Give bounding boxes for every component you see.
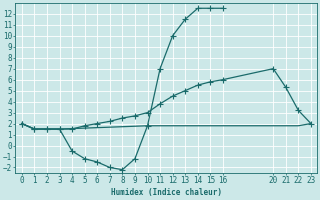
X-axis label: Humidex (Indice chaleur): Humidex (Indice chaleur) — [111, 188, 222, 197]
